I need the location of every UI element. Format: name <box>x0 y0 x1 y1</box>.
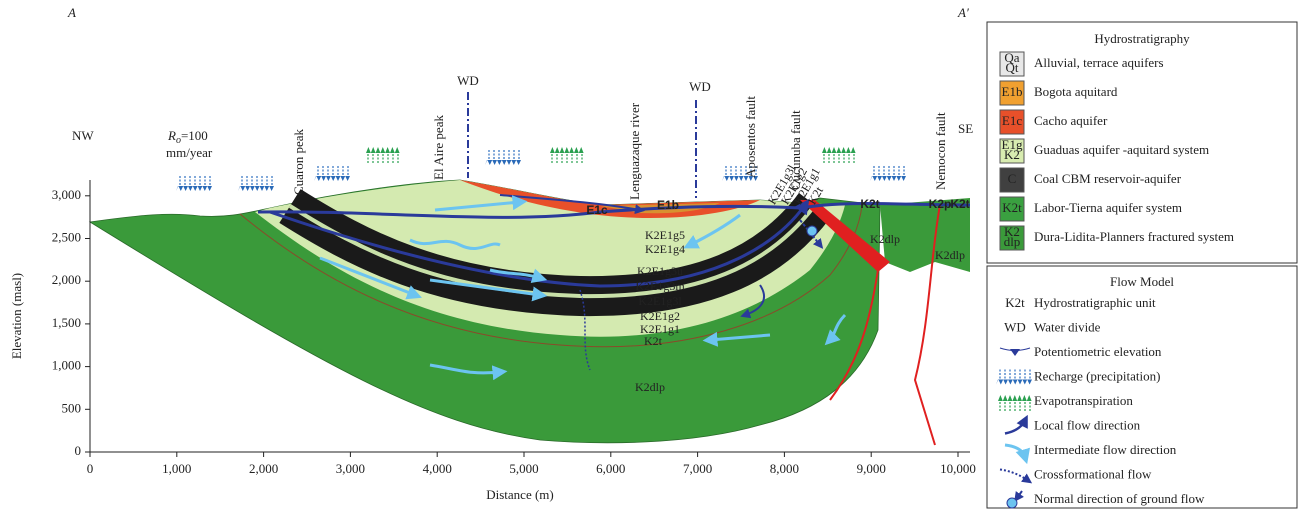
x-tick-label: 2,000 <box>249 461 278 476</box>
cross-section: Distance (m) Elevation (masl) 0 1,000 2,00… <box>0 0 1301 511</box>
legend-label: Dura-Lidita-Planners fractured system <box>1034 229 1234 244</box>
geology <box>90 92 970 445</box>
swatch-code: dlp <box>1004 234 1021 249</box>
legend-label: Labor-Tierna aquifer system <box>1034 200 1182 215</box>
annotation: WD <box>457 73 479 88</box>
x-tick-label: 5,000 <box>509 461 538 476</box>
swatch-code: K2t <box>1002 200 1022 215</box>
unit-label: K2p <box>929 197 952 211</box>
legend-label: Guaduas aquifer -aquitard system <box>1034 142 1209 157</box>
section-start: A <box>67 5 76 20</box>
icon <box>1007 498 1017 508</box>
annotation: Lenguazaque river <box>627 102 642 200</box>
y-tick-label: 2,500 <box>52 229 81 244</box>
legend-label: Water divide <box>1034 319 1101 334</box>
legend-label: Bogota aquitard <box>1034 84 1118 99</box>
y-tick-label: 1,500 <box>52 315 81 330</box>
unit-label: K2E1g4 <box>645 242 685 256</box>
section-end: A′ <box>957 5 969 20</box>
legend-label: Hydrostratigraphic unit <box>1034 295 1156 310</box>
x-tick-label: 7,000 <box>683 461 712 476</box>
legend-label: Intermediate flow direction <box>1034 442 1177 457</box>
legend-title: Hydrostratigraphy <box>1094 31 1190 46</box>
y-tick-label: 0 <box>75 443 82 458</box>
unit-label: K2dlp <box>870 232 900 246</box>
legend-label: Alluvial, terrace aquifers <box>1034 55 1164 70</box>
legend-symbol: K2t <box>1005 295 1025 310</box>
y-tick-label: 3,000 <box>52 187 81 202</box>
x-axis-label: Distance (m) <box>486 487 554 502</box>
x-tick-label: 1,000 <box>162 461 191 476</box>
unit-label: K2t <box>644 334 663 348</box>
legend-label: Normal direction of ground flow <box>1034 491 1205 506</box>
direction: SE <box>958 121 973 136</box>
unit-label: K2dlp <box>935 248 965 262</box>
unit-label: K2E1g3l <box>638 294 682 308</box>
unit-label: E1b <box>657 198 679 212</box>
legend-label: Crossformational flow <box>1034 466 1152 481</box>
x-tick-label: 3,000 <box>336 461 365 476</box>
legend-title: Flow Model <box>1110 274 1174 289</box>
unit-label: K2dlp <box>635 380 665 394</box>
legend-label: Evapotranspiration <box>1034 393 1133 408</box>
swatch-code: K2 <box>1004 147 1020 162</box>
symbol: R <box>167 128 176 143</box>
annotation: Aposentos fault <box>743 96 758 178</box>
unit-label: K2t <box>860 197 879 211</box>
x-tick-label: 0 <box>87 461 94 476</box>
unit-label: K2E1g3m <box>635 279 685 293</box>
legend-label: Coal CBM reservoir-aquifer <box>1034 171 1182 186</box>
x-tick-label: 4,000 <box>423 461 452 476</box>
direction: NW <box>72 128 94 143</box>
swatch-code: C <box>1008 171 1017 186</box>
swatch-code: Qt <box>1006 60 1019 75</box>
legend-label: Potentiometric elevation <box>1034 344 1162 359</box>
unit-label: K2E1g3u <box>637 264 683 278</box>
annotation: WD <box>689 79 711 94</box>
x-tick-label: 10,000 <box>940 461 976 476</box>
x-tick-label: 6,000 <box>596 461 625 476</box>
annotations: Cuaron peak El Aire peak WD WD Lenguazaque r… <box>291 73 948 200</box>
y-tick-label: 1,000 <box>52 358 81 373</box>
legend-label: Local flow direction <box>1034 417 1141 432</box>
recharge-rate: Ro=100 <box>167 128 208 146</box>
unit-label: K2t <box>950 197 969 211</box>
annotation: Nemocon fault <box>933 112 948 190</box>
swatch-code: E1c <box>1002 113 1022 128</box>
unit-label: K2E1g5 <box>645 228 685 242</box>
value: =100 <box>181 128 208 143</box>
swatch-code: E1b <box>1002 84 1023 99</box>
legend-label: Cacho aquifer <box>1034 113 1108 128</box>
y-axis-label: Elevation (masl) <box>9 273 24 359</box>
annotation: Cuaron peak <box>291 128 306 195</box>
x-tick-label: 9,000 <box>857 461 886 476</box>
x-tick-label: 8,000 <box>770 461 799 476</box>
legend-label: Recharge (precipitation) <box>1034 368 1160 383</box>
recharge-unit: mm/year <box>166 145 213 160</box>
y-tick-label: 500 <box>62 400 82 415</box>
legend-symbol: WD <box>1004 319 1026 334</box>
annotation: El Aire peak <box>431 115 446 180</box>
unit-label: K2E1g2 <box>640 309 680 323</box>
unit-label: E1c <box>586 203 608 217</box>
y-tick-label: 2,000 <box>52 272 81 287</box>
